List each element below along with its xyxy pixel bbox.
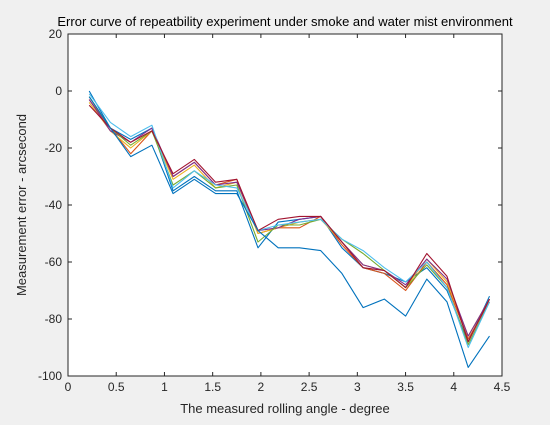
series-layer <box>88 90 490 368</box>
y-tick-label: -80 <box>45 312 63 326</box>
y-axis-label: Measurement error - arcsecond <box>14 114 29 296</box>
x-tick-label: 2.5 <box>301 380 318 394</box>
y-tick-label: -100 <box>38 369 62 383</box>
x-tick-label: 0 <box>65 380 72 394</box>
y-tick-label: -60 <box>45 255 63 269</box>
x-tick-label: 4.5 <box>494 380 511 394</box>
x-tick-label: 1 <box>161 380 168 394</box>
y-tick-label: -40 <box>45 198 63 212</box>
chart-title: Error curve of repeatbility experiment u… <box>57 14 513 29</box>
x-tick-label: 0.5 <box>108 380 125 394</box>
x-tick-label: 3.5 <box>397 380 414 394</box>
x-tick-label: 2 <box>258 380 265 394</box>
series-line-8 <box>88 96 490 368</box>
y-tick-label: 20 <box>49 27 63 41</box>
tick-layer: 0 0.5 1 1.5 2 2.5 3 3.5 4 4.5 20 0 -20 -40 -60 -80 -100 <box>38 27 511 394</box>
x-tick-label: 4 <box>450 380 457 394</box>
x-axis-label: The measured rolling angle - degree <box>180 401 390 416</box>
series-line-7 <box>88 104 490 343</box>
x-tick-label: 3 <box>354 380 361 394</box>
y-tick-label: -20 <box>45 141 63 155</box>
y-tick-label: 0 <box>55 84 62 98</box>
plot-area <box>68 34 502 376</box>
series-line-5 <box>88 96 490 346</box>
series-line-6 <box>88 93 490 349</box>
x-tick-label: 1.5 <box>204 380 221 394</box>
